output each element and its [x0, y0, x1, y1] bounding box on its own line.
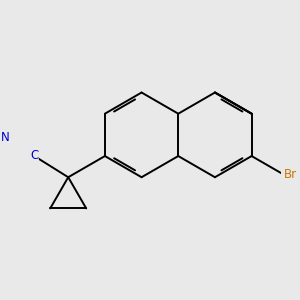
- Text: Br: Br: [284, 168, 297, 181]
- Text: N: N: [1, 131, 10, 144]
- Text: C: C: [30, 149, 38, 162]
